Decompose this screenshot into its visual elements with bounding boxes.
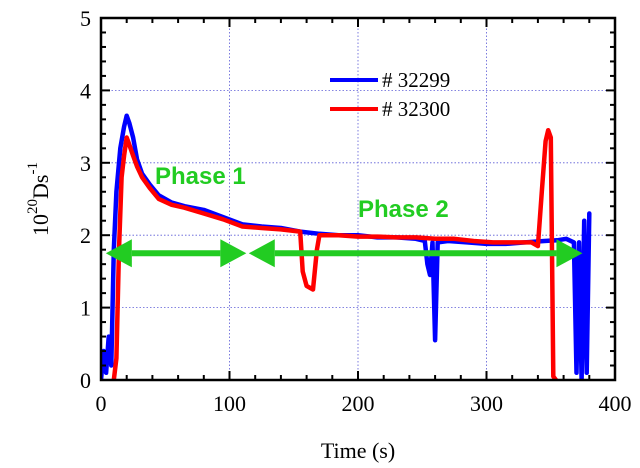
y-axis-label: 1020Ds-1 <box>25 162 53 236</box>
legend: # 32299 # 32300 <box>330 68 450 121</box>
phase-2-arrow <box>248 239 583 268</box>
y-label-unit: Ds <box>28 175 53 199</box>
y-tick-label: 4 <box>80 78 91 103</box>
y-label-base: 10 <box>28 214 53 236</box>
y-tick-label: 2 <box>80 223 91 248</box>
x-tick-label: 0 <box>96 391 107 416</box>
x-tick-labels: 0 100 200 300 400 <box>96 391 632 416</box>
series-group <box>101 113 592 380</box>
axis-ticks <box>100 17 616 381</box>
series-line-32299 <box>101 113 592 380</box>
phase-1-arrow <box>105 239 247 268</box>
y-label-exp: 20 <box>25 199 41 214</box>
x-tick-label: 400 <box>599 391 632 416</box>
phase-arrows <box>105 239 583 268</box>
x-tick-label: 100 <box>213 391 246 416</box>
y-tick-label: 0 <box>80 368 91 393</box>
series-line-32300 <box>111 127 559 380</box>
x-tick-label: 200 <box>342 391 375 416</box>
legend-label-32300: # 32300 <box>382 97 450 121</box>
y-tick-labels: 0 1 2 3 4 5 <box>80 6 91 393</box>
phase-2-label: Phase 2 <box>358 196 449 223</box>
y-tick-label: 5 <box>80 6 91 31</box>
y-tick-label: 3 <box>80 151 91 176</box>
y-label-unit-exp: -1 <box>25 162 41 175</box>
y-tick-label: 1 <box>80 296 91 321</box>
legend-label-32299: # 32299 <box>382 68 450 92</box>
x-axis-label: Time (s) <box>321 438 395 463</box>
phase-1-label: Phase 1 <box>155 163 246 190</box>
x-tick-label: 300 <box>470 391 503 416</box>
svg-text:1020Ds-1: 1020Ds-1 <box>25 162 53 236</box>
